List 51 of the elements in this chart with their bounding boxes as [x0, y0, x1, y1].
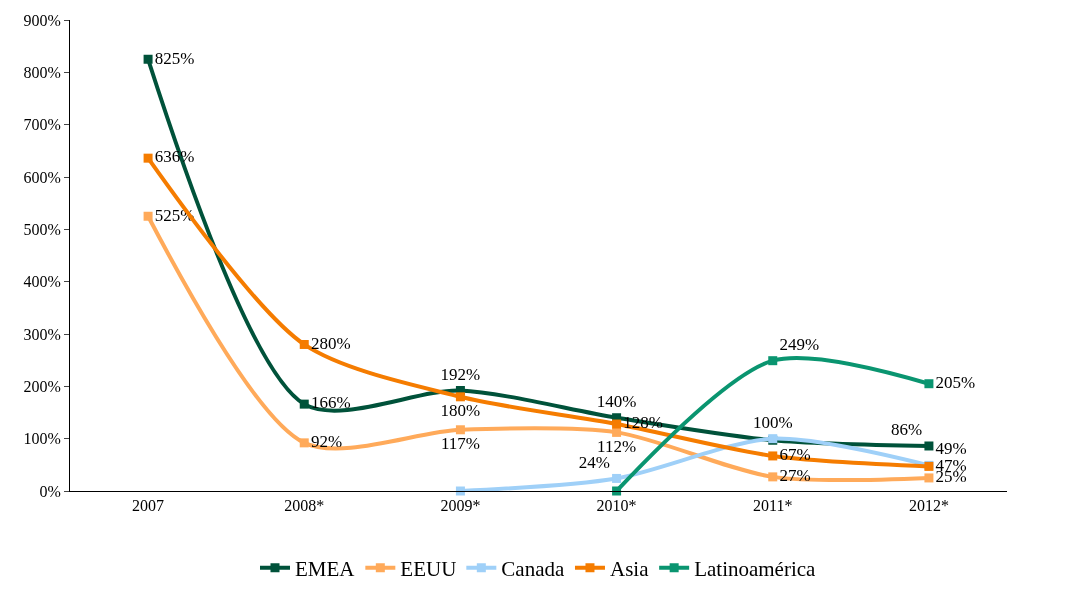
- legend-label: Latinoamérica: [694, 556, 817, 581]
- point: [299, 339, 309, 349]
- y-tick-label: 600%: [23, 168, 61, 186]
- point: [924, 379, 934, 389]
- y-tick-label: 100%: [23, 430, 61, 448]
- point: [768, 356, 778, 366]
- legend-label: EMEA: [295, 556, 356, 581]
- legend-label: Canada: [501, 556, 565, 581]
- y-tick-label: 500%: [23, 220, 61, 238]
- point: [143, 211, 153, 221]
- x-tick-label: 2012*: [908, 497, 949, 515]
- data-label: 205%: [935, 372, 976, 392]
- point: [612, 419, 622, 429]
- x-tick-label: 2007: [132, 497, 165, 515]
- data-label: 192%: [440, 364, 481, 384]
- x-tick-label: 2008*: [284, 497, 325, 515]
- legend-label: EEUU: [400, 556, 457, 581]
- data-label: 166%: [310, 393, 351, 413]
- data-label: 117%: [440, 434, 480, 454]
- point: [299, 399, 309, 409]
- point: [768, 472, 778, 482]
- point: [299, 438, 309, 448]
- point: [143, 153, 153, 163]
- legend-label: Asia: [609, 556, 650, 581]
- y-tick-label: 200%: [23, 377, 61, 395]
- y-tick-label: 900%: [23, 11, 61, 29]
- data-label: 86%: [891, 420, 923, 440]
- point: [455, 392, 465, 402]
- y-tick-label: 700%: [23, 116, 61, 134]
- data-label: 92%: [310, 432, 343, 452]
- data-label: 249%: [779, 334, 820, 354]
- x-tick-label: 2010*: [596, 497, 637, 515]
- data-label: 180%: [440, 401, 481, 421]
- point: [143, 54, 153, 64]
- y-tick-label: 800%: [23, 63, 61, 81]
- point: [768, 451, 778, 461]
- y-tick-label: 0%: [39, 482, 61, 500]
- point: [924, 473, 934, 483]
- point: [612, 473, 622, 483]
- data-label: 128%: [623, 413, 663, 433]
- x-tick-label: 2009*: [440, 497, 481, 515]
- x-tick-label: 2011*: [753, 497, 793, 515]
- data-label: 49%: [935, 439, 967, 459]
- data-label: 100%: [752, 412, 793, 432]
- data-label: 140%: [596, 391, 637, 411]
- data-label: 825%: [154, 48, 195, 68]
- point: [455, 425, 465, 435]
- y-tick-label: 300%: [23, 325, 61, 343]
- point: [924, 441, 934, 451]
- data-label: 280%: [310, 333, 351, 353]
- y-tick-label: 400%: [23, 273, 61, 291]
